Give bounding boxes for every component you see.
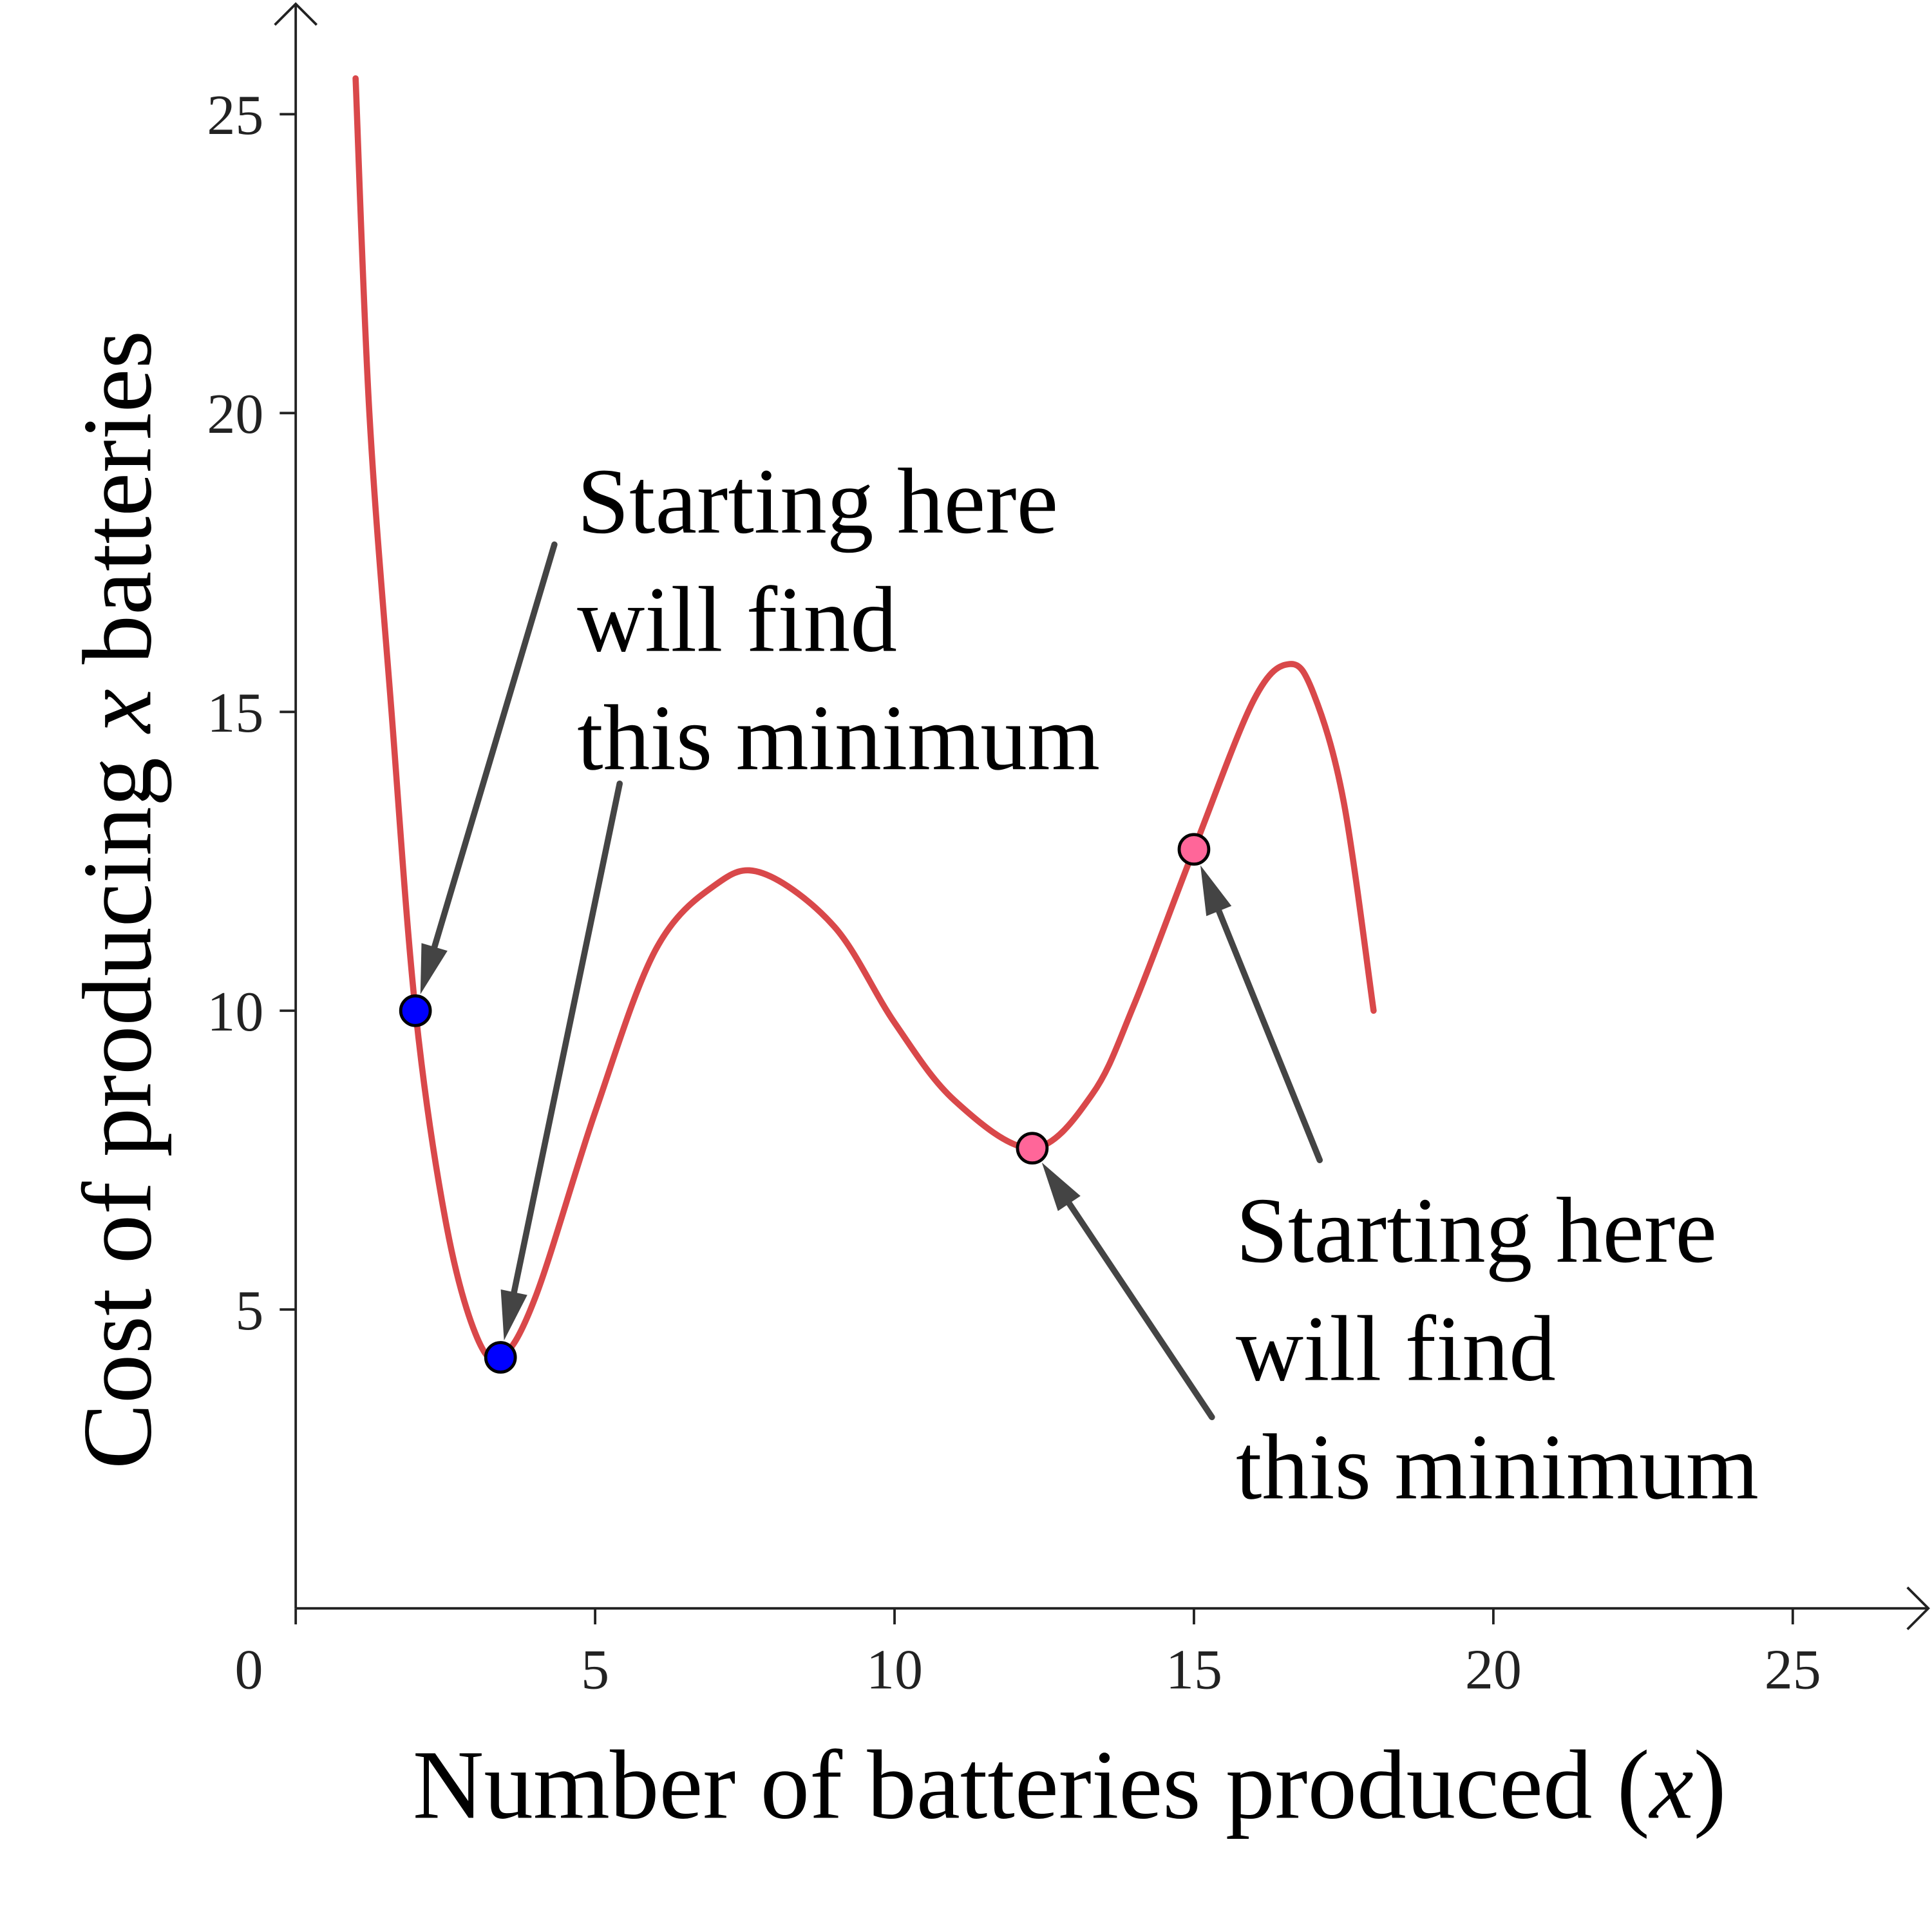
y-axis-label-pre: Cost of producing: [63, 733, 172, 1470]
axes: 0 5 10 15 20 25 5 10 15 20 25: [207, 2, 1930, 1702]
y-tick-label: 20: [207, 383, 263, 446]
x-tick-label: 0: [234, 1639, 263, 1702]
annotation-arrow-head: [1041, 1162, 1081, 1212]
x-axis-arrowhead: [1906, 1586, 1930, 1631]
annotation-line: Starting here: [577, 450, 1058, 553]
annotation-arrow-shaft: [1215, 907, 1323, 1164]
cost-curve: [352, 75, 1377, 1363]
start-point-marker: [484, 1341, 517, 1374]
x-axis-label-close: ): [1694, 1731, 1727, 1839]
annotation-arrow-head: [1200, 865, 1232, 917]
annotation-labels: Starting here will find this minimumStarti…: [577, 450, 1759, 1519]
annotation-arrow-head: [420, 943, 448, 994]
x-tick-label: 20: [1465, 1639, 1522, 1702]
y-axis-label-post: batteries: [63, 330, 172, 689]
start-point-marker: [1177, 833, 1211, 866]
y-axis-label-var: x: [63, 689, 172, 734]
series-layer: [352, 75, 1377, 1363]
annotation-line: this minimum: [577, 686, 1100, 790]
annotation-arrows: [420, 541, 1323, 1421]
x-axis-label-text: Number of batteries produced (: [413, 1731, 1650, 1839]
x-tick-label: 10: [866, 1639, 923, 1702]
annotation-line: will find: [1236, 1297, 1556, 1401]
y-tick-label: 15: [207, 682, 263, 745]
annotation-text: Starting here will find this minimum: [577, 450, 1100, 790]
annotation-text: Starting here will find this minimum: [1236, 1179, 1759, 1519]
x-tick-label: 15: [1166, 1639, 1222, 1702]
annotation-arrow-shaft: [511, 780, 623, 1296]
annotation-line: Starting here: [1236, 1179, 1717, 1282]
start-point-marker: [399, 994, 432, 1027]
y-tick-label: 25: [207, 84, 263, 147]
annotation-arrow-shaft: [1066, 1200, 1215, 1421]
markers: [399, 833, 1211, 1374]
annotation-arrow-shaft: [431, 541, 558, 951]
annotation-line: this minimum: [1236, 1415, 1759, 1519]
x-axis-label-var: x: [1649, 1731, 1694, 1839]
start-point-marker: [1016, 1132, 1049, 1165]
y-axis-arrowhead: [274, 2, 318, 26]
annotation-line: will find: [577, 568, 897, 672]
x-axis-label: Number of batteries produced (x): [413, 1731, 1727, 1839]
x-tick-label: 5: [581, 1639, 609, 1702]
y-axis-label: Cost of producing x batteries: [63, 330, 172, 1469]
y-tick-label: 10: [207, 981, 263, 1043]
annotation-arrow-head: [500, 1289, 527, 1341]
x-tick-label: 25: [1765, 1639, 1821, 1702]
y-tick-label: 5: [235, 1280, 263, 1342]
